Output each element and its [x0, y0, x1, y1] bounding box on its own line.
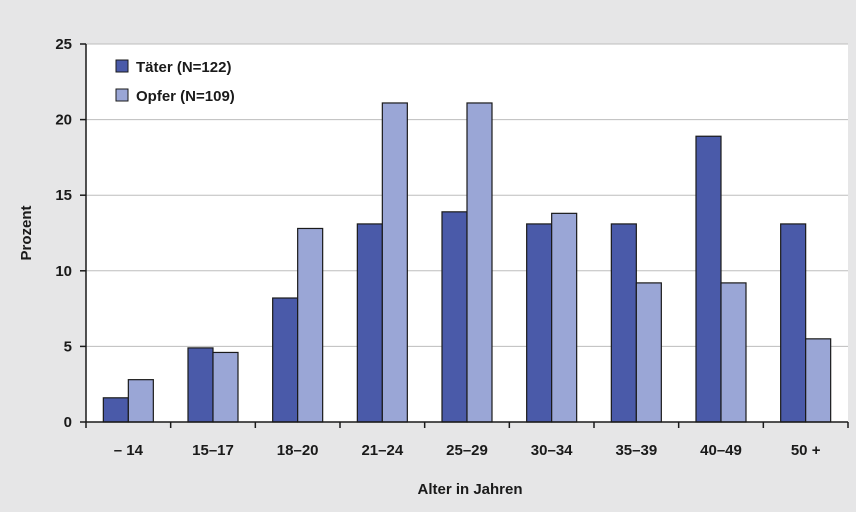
bar-series1-8 — [780, 223, 807, 423]
legend-label-series-2: Opfer (N=109) — [136, 88, 235, 105]
x-tick-label-0: – 14 — [114, 442, 144, 459]
legend-swatch-series-1 — [115, 59, 129, 73]
bar-series2-4 — [466, 102, 493, 423]
bar-series2-0 — [127, 379, 154, 423]
bar-series1-0 — [102, 397, 129, 423]
bar-series1-6 — [610, 223, 637, 423]
bar-series2-7 — [720, 282, 747, 423]
x-tick-label-6: 35–39 — [615, 442, 657, 459]
x-tick-label-7: 40–49 — [700, 442, 742, 459]
legend-label-series-1: Täter (N=122) — [136, 59, 231, 76]
bar-series2-1 — [212, 351, 239, 423]
bar-series1-4 — [441, 211, 468, 423]
y-tick-labels: 0 5 10 15 20 25 — [55, 36, 86, 431]
x-tick-label-3: 21–24 — [361, 442, 403, 459]
axes-group — [85, 44, 848, 423]
bar-series1-5 — [526, 223, 553, 423]
y-tick-label-20: 20 — [55, 112, 72, 129]
y-tick-label-0: 0 — [64, 414, 72, 431]
x-tick-label-8: 50 + — [791, 442, 821, 459]
x-tick-label-1: 15–17 — [192, 442, 234, 459]
x-tick-label-5: 30–34 — [531, 442, 573, 459]
y-tick-label-15: 15 — [55, 187, 72, 204]
x-tick-labels: – 14 15–17 18–20 21–24 25–29 30–34 35–39 40–49 5… — [85, 422, 849, 459]
y-tick-label-25: 25 — [55, 36, 72, 53]
x-axis-title: Alter in Jahren — [417, 481, 522, 498]
bar-series2-8 — [805, 338, 832, 423]
legend-swatch-series-2 — [115, 88, 129, 102]
bar-series1-1 — [187, 347, 214, 423]
bar-series1-3 — [356, 223, 383, 423]
bar-series1-7 — [695, 135, 722, 423]
y-axis-title: Prozent — [18, 205, 35, 260]
bar-series2-3 — [381, 102, 408, 423]
bar-series2-6 — [635, 282, 662, 423]
x-tick-label-4: 25–29 — [446, 442, 488, 459]
bar-series2-2 — [297, 227, 324, 423]
bar-series2-5 — [551, 212, 578, 423]
legend: Täter (N=122) Opfer (N=109) — [115, 59, 235, 105]
bars-group — [102, 102, 832, 423]
y-tick-label-10: 10 — [55, 263, 72, 280]
bar-series1-2 — [272, 297, 299, 423]
y-tick-label-5: 5 — [64, 338, 72, 355]
x-tick-label-2: 18–20 — [277, 442, 319, 459]
